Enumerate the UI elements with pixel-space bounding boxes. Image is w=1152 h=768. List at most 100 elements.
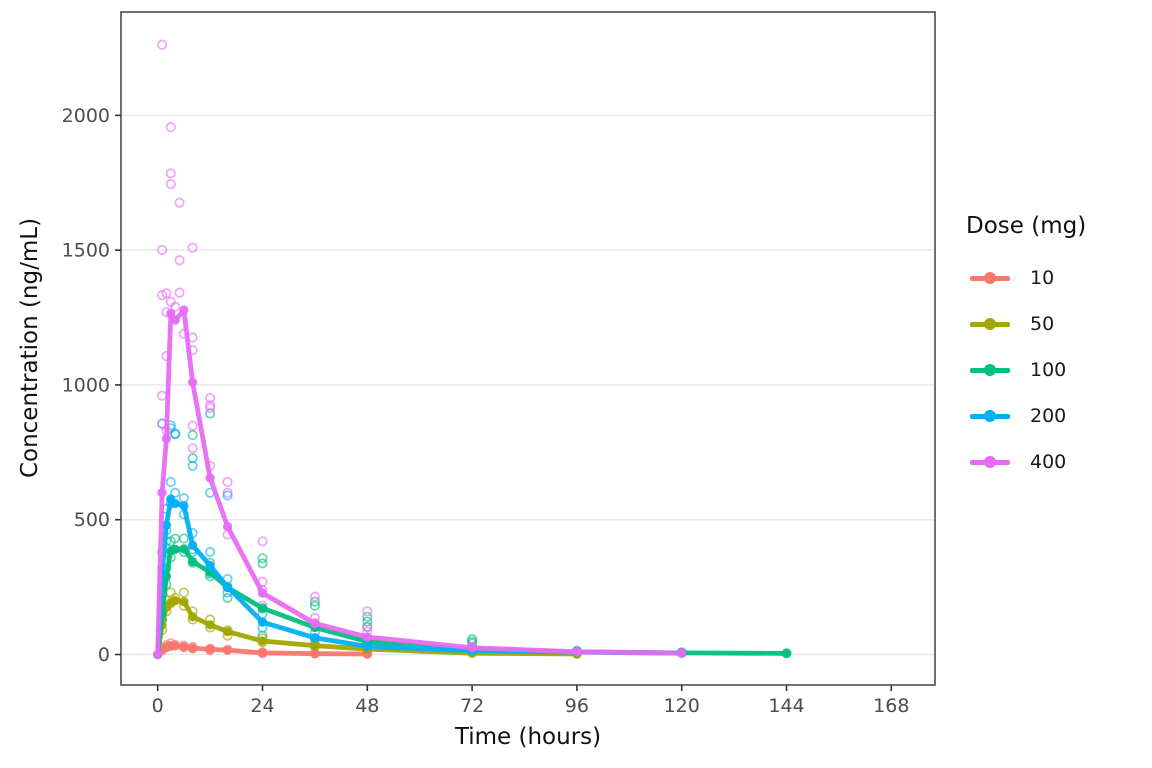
obs-point: [187, 420, 198, 431]
mean-point: [222, 626, 233, 637]
mean-point: [310, 649, 320, 659]
mean-point: [781, 648, 792, 659]
obs-point: [161, 288, 172, 299]
obs-point: [187, 453, 198, 464]
mean-point: [257, 636, 268, 646]
obs-point: [222, 592, 233, 603]
obs-point: [178, 533, 189, 544]
mean-point: [257, 648, 268, 658]
mean-point: [310, 641, 320, 651]
obs-point: [165, 122, 176, 133]
obs-point: [165, 168, 176, 179]
x-tick-label: 0: [152, 695, 164, 717]
x-tick-label: 48: [355, 695, 379, 717]
mean-point: [362, 641, 372, 652]
legend-key-line-icon: [970, 410, 1010, 422]
mean-point: [362, 632, 372, 642]
obs-point: [174, 197, 185, 208]
mean-point: [257, 588, 268, 598]
obs-point: [170, 428, 181, 439]
legend-item-10: 10: [962, 255, 1086, 301]
mean-point: [310, 633, 320, 643]
mean-point: [205, 473, 215, 483]
data-layer: [153, 39, 792, 660]
plot-panel: [121, 12, 935, 685]
y-tick-label: 2000: [62, 105, 110, 127]
obs-point: [187, 443, 198, 454]
legend-key-line-icon: [970, 318, 1010, 330]
mean-point: [170, 641, 180, 651]
legend-label: 50: [1030, 313, 1055, 335]
legend-item-100: 100: [962, 347, 1086, 393]
obs-point: [165, 179, 176, 190]
y-tick-label: 1500: [62, 240, 110, 262]
mean-point: [310, 618, 320, 629]
x-tick-label: 72: [460, 695, 484, 717]
mean-point: [179, 305, 189, 315]
legend-items: 10 50 100 200 400: [962, 255, 1086, 485]
obs-point: [165, 476, 176, 488]
obs-point: [257, 558, 268, 569]
mean-point: [179, 544, 189, 554]
x-axis-title: Time (hours): [454, 724, 602, 750]
obs-point: [309, 591, 320, 602]
legend-label: 100: [1030, 359, 1067, 381]
obs-point: [362, 616, 373, 627]
x-tick-label: 24: [250, 695, 274, 717]
legend-key-line-icon: [970, 456, 1010, 468]
mean-point: [170, 498, 180, 509]
mean-point: [257, 603, 268, 613]
mean-point: [222, 645, 233, 655]
panel-border: [120, 11, 936, 686]
legend-label: 10: [1030, 267, 1055, 289]
obs-point: [178, 587, 189, 598]
mean-point: [170, 315, 180, 325]
obs-point: [257, 553, 268, 564]
mean-point: [205, 620, 215, 630]
y-axis-title: Concentration (ng/mL): [17, 217, 43, 479]
legend-key-line-icon: [970, 364, 1010, 376]
mean-point: [257, 617, 268, 627]
obs-point: [157, 39, 168, 50]
mean-point: [188, 556, 198, 567]
mean-point: [170, 544, 180, 554]
mean-point: [153, 649, 163, 660]
legend-item-200: 200: [962, 393, 1086, 439]
obs-point: [157, 244, 168, 255]
obs-point: [187, 430, 198, 441]
mean-point: [170, 595, 180, 606]
y-tick-label: 1000: [62, 374, 110, 396]
y-tick-label: 0: [98, 644, 110, 666]
legend: Dose (mg) 10 50 100 200 400: [962, 213, 1086, 485]
meanline-dose-400: [153, 305, 687, 660]
x-tick-label: 120: [664, 695, 700, 717]
mean-point: [188, 540, 198, 550]
legend-label: 400: [1030, 451, 1067, 473]
obs-point: [205, 547, 216, 558]
y-tick-label: 500: [74, 509, 110, 531]
obs-point: [362, 622, 373, 633]
obs-point: [187, 242, 198, 253]
obs-point: [174, 255, 185, 266]
mean-point: [188, 612, 198, 622]
mean-point: [222, 521, 233, 532]
obs-point: [309, 596, 320, 607]
x-tick-label: 96: [565, 695, 589, 717]
obs-point: [205, 402, 216, 413]
mean-point: [188, 643, 198, 653]
x-axis: 0 24 48 72 96 120 144 168: [152, 685, 909, 717]
mean-point: [166, 308, 176, 319]
obs-point: [222, 487, 233, 498]
legend-item-400: 400: [962, 439, 1086, 485]
obs-point: [170, 301, 181, 312]
mean-point: [205, 644, 215, 654]
y-axis: 0 500 1000 1500 2000: [62, 105, 121, 666]
mean-point: [572, 647, 582, 657]
obs-point: [187, 460, 198, 471]
legend-label: 200: [1030, 405, 1067, 427]
obs-point: [222, 476, 233, 488]
legend-item-50: 50: [962, 301, 1086, 347]
mean-point: [467, 643, 477, 653]
x-tick-label: 144: [768, 695, 804, 717]
